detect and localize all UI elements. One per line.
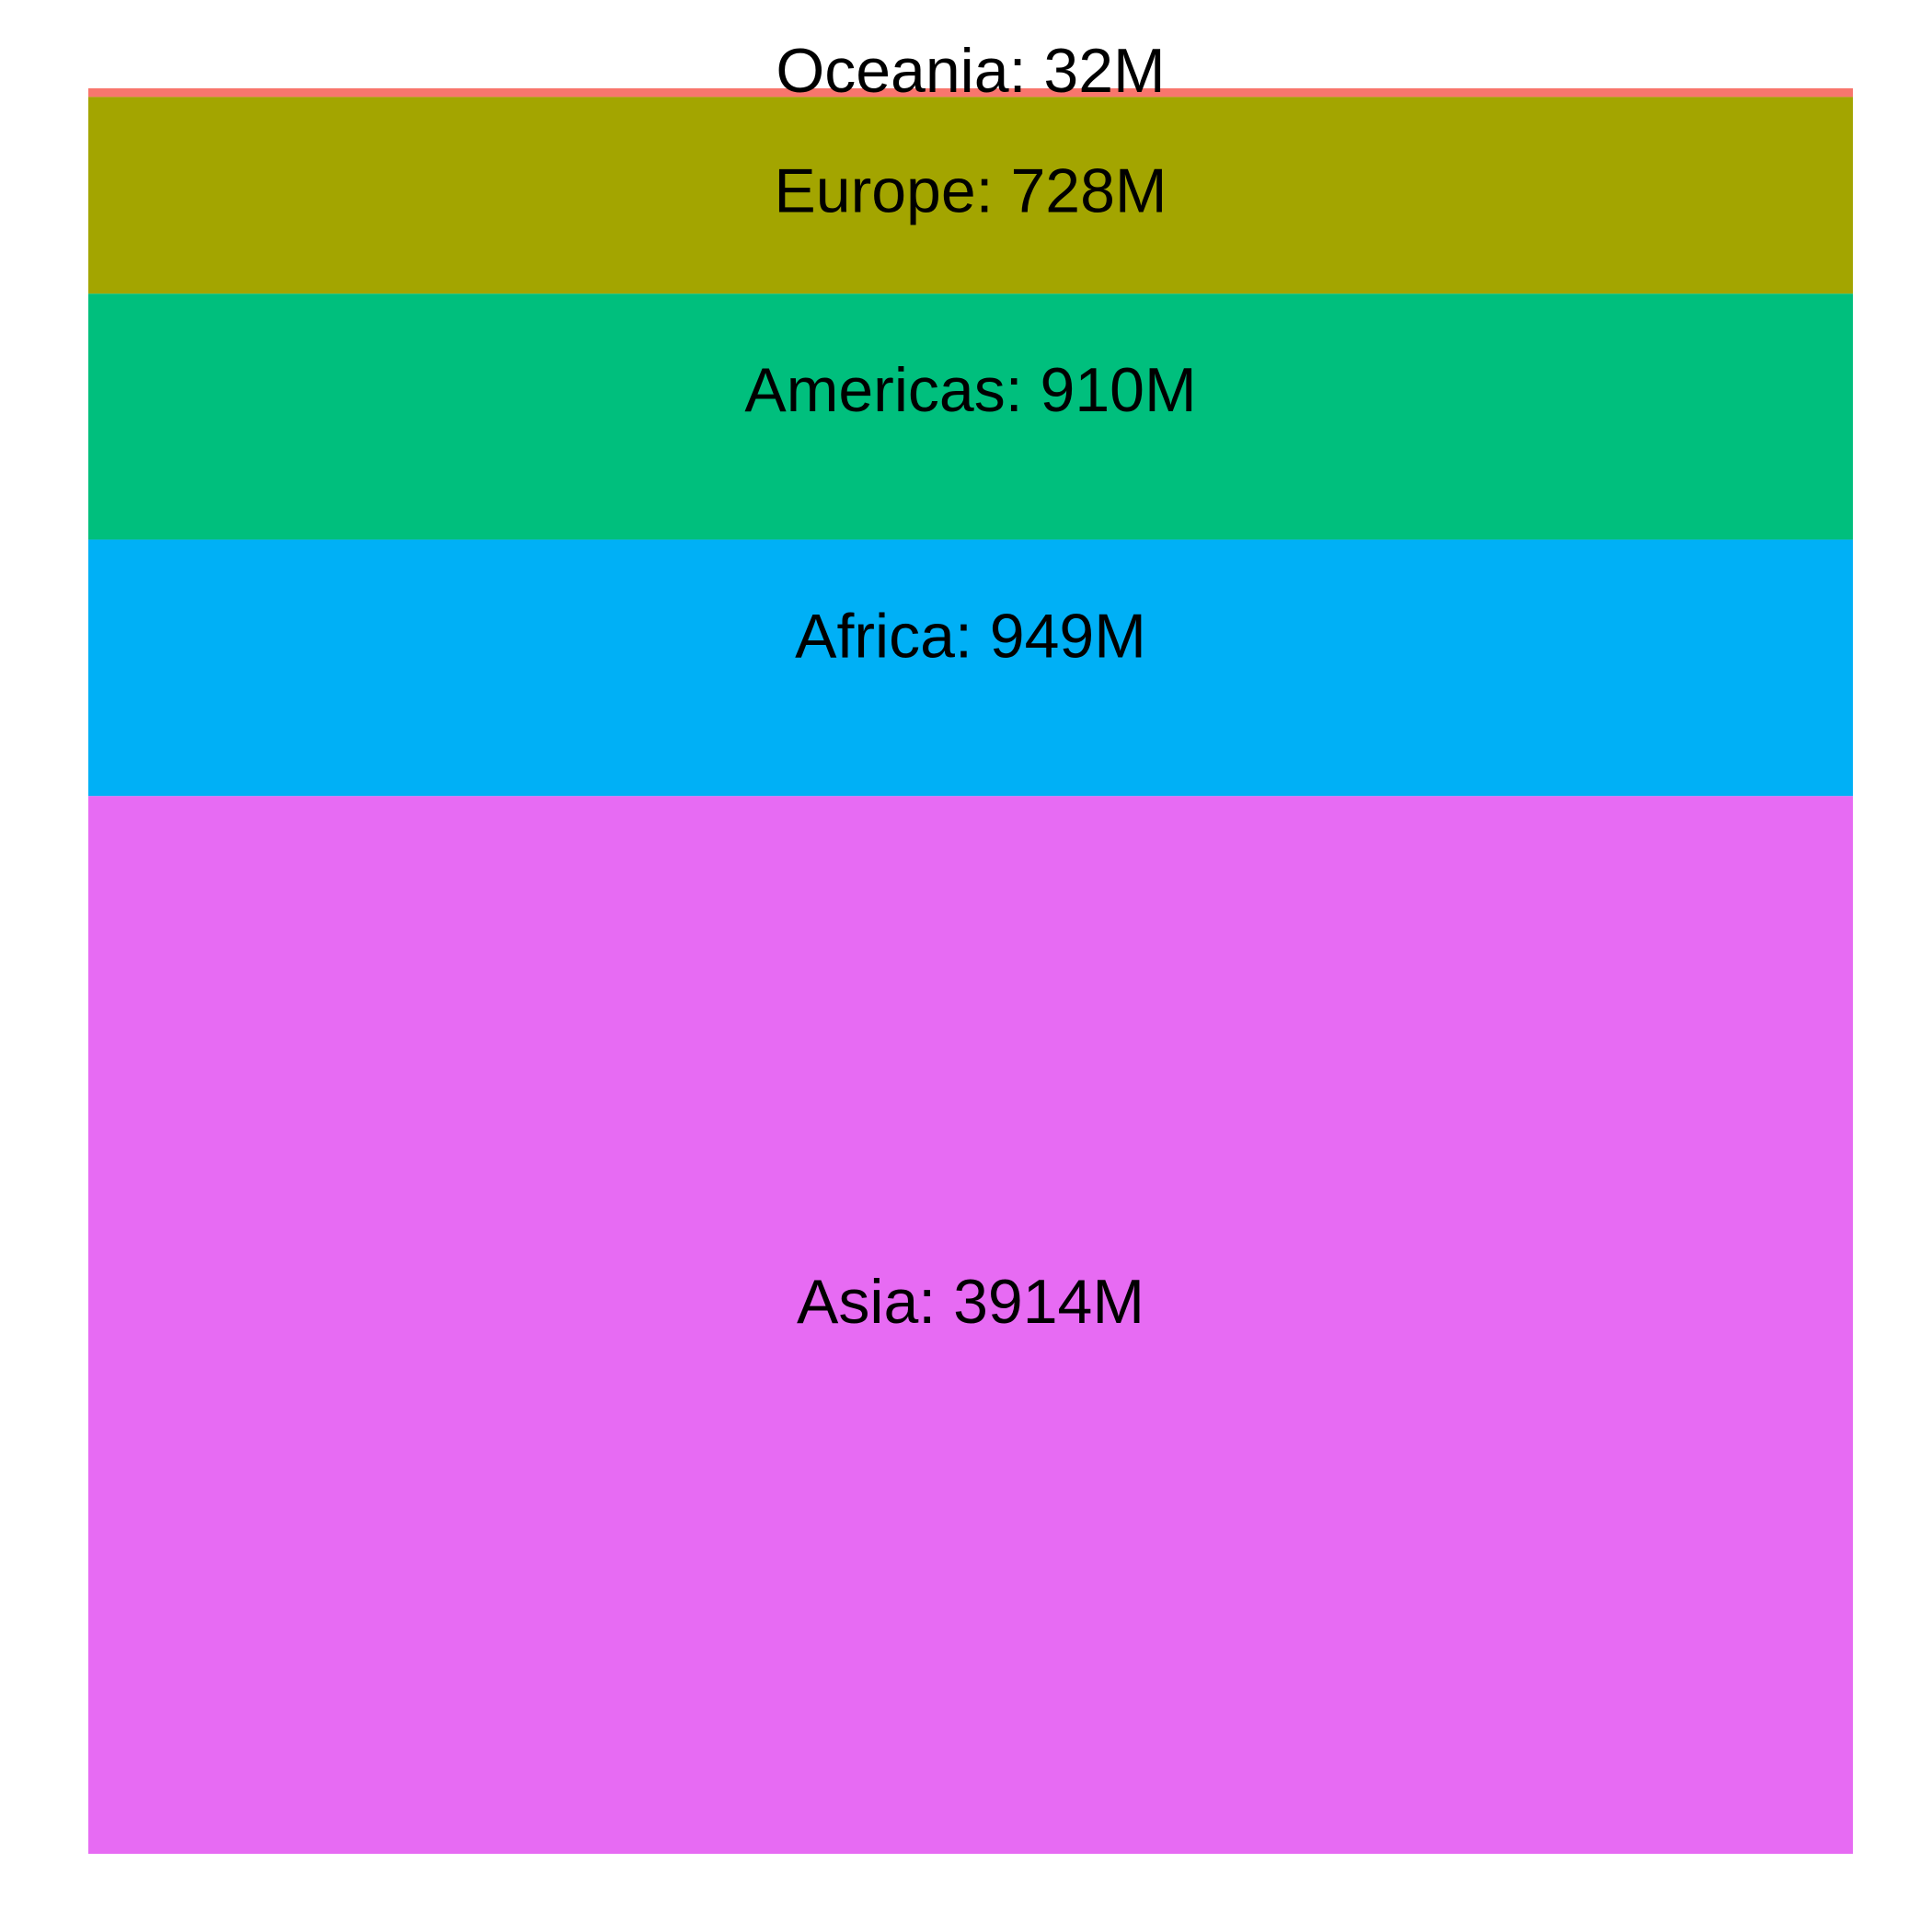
bar-segment-asia [88, 796, 1853, 1854]
label-africa: Africa: 949M [795, 602, 1146, 672]
bar-segment-europe [88, 97, 1853, 294]
label-europe: Europe: 728M [774, 155, 1167, 225]
bar-segment-oceania [88, 88, 1853, 98]
label-americas: Americas: 910M [744, 355, 1196, 425]
bar-segment-africa [88, 539, 1853, 797]
bar-segments [88, 88, 1853, 1854]
segment-labels: Oceania: 32M Europe: 728M Americas: 910M Af… [744, 36, 1196, 1337]
label-asia: Asia: 3914M [797, 1267, 1144, 1337]
label-oceania: Oceania: 32M [776, 36, 1165, 106]
bar-segment-americas [88, 293, 1853, 540]
